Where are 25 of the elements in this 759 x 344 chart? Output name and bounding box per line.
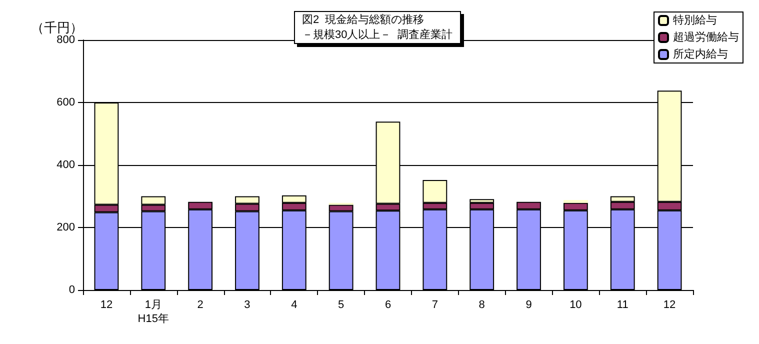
chart-title: 図2 現金給与総額の推移 xyxy=(302,13,424,26)
chart-subtitle: －規模30人以上－ 調査産業計 xyxy=(302,28,452,41)
x-tick-label: 4 xyxy=(291,299,298,311)
legend-label: 特別給与 xyxy=(673,14,717,26)
y-tick-label: 400 xyxy=(56,159,75,171)
y-axis-title: （千円） xyxy=(31,20,83,35)
legend-label: 所定内給与 xyxy=(673,48,728,60)
y-tick-label: 200 xyxy=(56,222,75,234)
x-tick-label: 8 xyxy=(478,299,485,311)
legend-label: 超過労働給与 xyxy=(673,30,739,44)
x-tick-label: 10 xyxy=(570,299,582,311)
y-tick-label: 800 xyxy=(56,34,75,46)
x-tick-label: 12 xyxy=(100,299,113,311)
x-tick-label: 11 xyxy=(616,299,628,311)
x-tick-label: 9 xyxy=(526,299,532,311)
x-tick-label: 1月 H15年 xyxy=(138,299,169,325)
x-tick-label: 2 xyxy=(197,299,204,311)
x-tick-label: 3 xyxy=(244,299,250,311)
y-tick-label: 600 xyxy=(56,96,75,108)
x-tick-label: 5 xyxy=(338,299,344,311)
y-tick-label: 0 xyxy=(68,284,75,296)
bar xyxy=(563,200,588,203)
x-tick-label: 12 xyxy=(663,299,676,311)
x-tick-label: 7 xyxy=(432,299,438,311)
x-tick-label: 6 xyxy=(384,299,392,311)
